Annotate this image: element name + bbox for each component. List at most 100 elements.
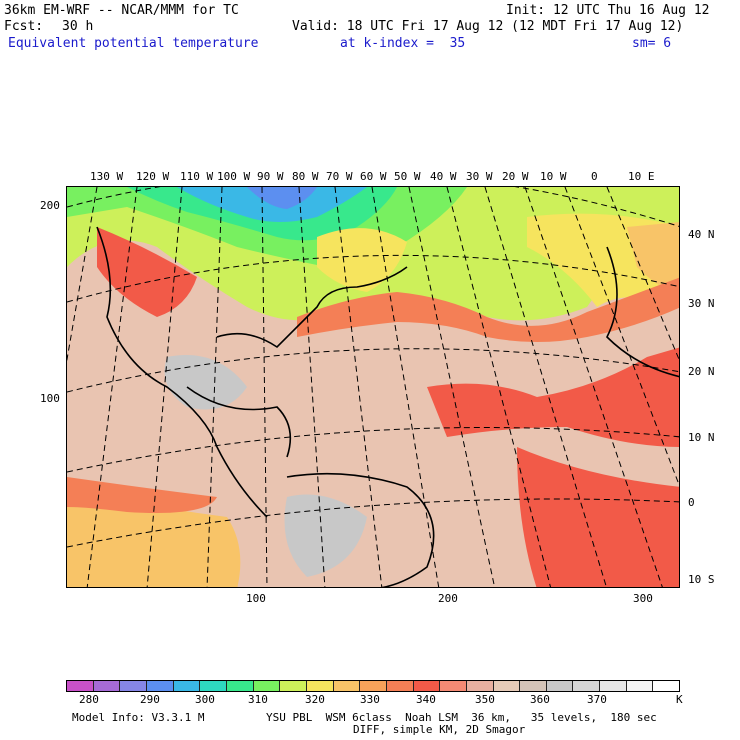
meridian-line bbox=[606, 187, 679, 361]
model-title: 36km EM-WRF -- NCAR/MMM for TC bbox=[4, 3, 239, 18]
colorbar-swatch bbox=[626, 681, 654, 691]
lon-label: 70 W bbox=[326, 170, 353, 183]
lon-label: 40 W bbox=[430, 170, 457, 183]
valid-time: Valid: 18 UTC Fri 17 Aug 12 (12 MDT Fri … bbox=[292, 19, 684, 34]
colorbar-swatch bbox=[546, 681, 574, 691]
colorbar-unit: K bbox=[676, 693, 683, 706]
meridian-line bbox=[146, 187, 183, 587]
lat-label: 20 N bbox=[688, 365, 715, 378]
colorbar-label: 350 bbox=[475, 693, 495, 706]
smoothing-info: sm= 6 bbox=[632, 36, 672, 51]
meridian-line bbox=[206, 187, 223, 587]
shading-340-south bbox=[517, 447, 679, 587]
colorbar-label: 360 bbox=[530, 693, 550, 706]
model-info: Model Info: V3.3.1 M bbox=[72, 711, 205, 724]
lon-label: 130 W bbox=[90, 170, 124, 183]
lon-label: 110 W bbox=[180, 170, 214, 183]
lon-label: 60 W bbox=[360, 170, 387, 183]
grid-y-label: 100 bbox=[40, 392, 60, 405]
shading-330-pacific bbox=[67, 487, 241, 587]
parallel-line bbox=[67, 187, 679, 227]
theta-e-map bbox=[66, 186, 680, 588]
parallel-line bbox=[67, 348, 679, 393]
coastline-gulf bbox=[186, 386, 292, 458]
grid-x-label: 100 bbox=[246, 592, 266, 605]
lat-label: 30 N bbox=[688, 297, 715, 310]
lon-label: 0 bbox=[591, 170, 598, 183]
colorbar-label: 300 bbox=[195, 693, 215, 706]
coastline-south-america bbox=[286, 472, 435, 587]
grid-x-label: 200 bbox=[438, 592, 458, 605]
colorbar-swatch bbox=[306, 681, 334, 691]
meridian-line bbox=[408, 187, 496, 587]
colorbar-swatch bbox=[413, 681, 441, 691]
colorbar bbox=[66, 680, 680, 692]
shading-360-samerica bbox=[284, 494, 367, 577]
shading-340-west bbox=[97, 227, 197, 317]
level-info: at k-index = 35 bbox=[340, 36, 466, 51]
forecast-hour: 30 h bbox=[62, 19, 94, 34]
colorbar-swatch bbox=[173, 681, 201, 691]
colorbar-label: 340 bbox=[416, 693, 436, 706]
meridian-line bbox=[524, 187, 663, 587]
parallel-line bbox=[67, 498, 679, 548]
shading-front bbox=[297, 277, 679, 342]
colorbar-swatch bbox=[440, 681, 467, 691]
lat-label: 10 N bbox=[688, 431, 715, 444]
meridian-line bbox=[261, 187, 268, 587]
colorbar-label: 290 bbox=[140, 693, 160, 706]
field-name: Equivalent potential temperature bbox=[8, 36, 259, 51]
colorbar-label: 330 bbox=[360, 693, 380, 706]
lon-label: 90 W bbox=[257, 170, 284, 183]
coastlines bbox=[96, 226, 679, 587]
grid-x-label: 300 bbox=[633, 592, 653, 605]
shading-330-east bbox=[627, 222, 679, 297]
colorbar-swatch bbox=[67, 681, 94, 691]
colorbar-swatch bbox=[600, 681, 627, 691]
colorbar-swatch bbox=[386, 681, 414, 691]
coastline-americas-west bbox=[96, 226, 268, 518]
graticule bbox=[67, 187, 679, 587]
shading-325 bbox=[317, 228, 407, 292]
lon-label: 50 W bbox=[394, 170, 421, 183]
colorbar-swatch bbox=[280, 681, 307, 691]
lon-label: 30 W bbox=[466, 170, 493, 183]
shading-360-gulf bbox=[164, 355, 247, 410]
lon-label: 20 W bbox=[502, 170, 529, 183]
colorbar-label: 370 bbox=[587, 693, 607, 706]
coastline-us-east bbox=[216, 266, 408, 349]
physics-info: YSU PBL WSM 6class Noah LSM 36 km, 35 le… bbox=[266, 711, 657, 724]
init-time: Init: 12 UTC Thu 16 Aug 12 bbox=[506, 3, 710, 18]
colorbar-swatch bbox=[360, 681, 387, 691]
colorbar-swatch bbox=[573, 681, 601, 691]
colorbar-swatch bbox=[653, 681, 680, 691]
colorbar-swatch bbox=[333, 681, 361, 691]
colorbar-swatch bbox=[146, 681, 174, 691]
colorbar-swatch bbox=[466, 681, 494, 691]
lon-label: 80 W bbox=[292, 170, 319, 183]
colorbar-label: 320 bbox=[305, 693, 325, 706]
lon-label: 120 W bbox=[136, 170, 170, 183]
lat-label: 40 N bbox=[688, 228, 715, 241]
colorbar-swatch bbox=[200, 681, 227, 691]
colorbar-swatch bbox=[253, 681, 281, 691]
meridian-line bbox=[564, 187, 679, 486]
colorbar-swatch bbox=[520, 681, 547, 691]
meridian-line bbox=[371, 187, 440, 587]
meridian-line bbox=[298, 187, 326, 587]
lon-label: 10 E bbox=[628, 170, 655, 183]
lat-label: 0 bbox=[688, 496, 695, 509]
colorbar-label: 310 bbox=[248, 693, 268, 706]
shading-340-atlantic bbox=[427, 347, 679, 447]
grid-y-label: 200 bbox=[40, 199, 60, 212]
lat-label: 10 S bbox=[688, 573, 715, 586]
parallel-line bbox=[67, 254, 679, 303]
colorbar-swatch bbox=[93, 681, 121, 691]
shading-335-pacific bbox=[67, 477, 217, 513]
forecast-label: Fcst: bbox=[4, 19, 44, 34]
meridian-line bbox=[334, 187, 383, 587]
coastline-africa-europe bbox=[606, 246, 679, 378]
colorbar-label: 280 bbox=[79, 693, 99, 706]
colorbar-swatch bbox=[226, 681, 254, 691]
colorbar-swatch bbox=[120, 681, 147, 691]
